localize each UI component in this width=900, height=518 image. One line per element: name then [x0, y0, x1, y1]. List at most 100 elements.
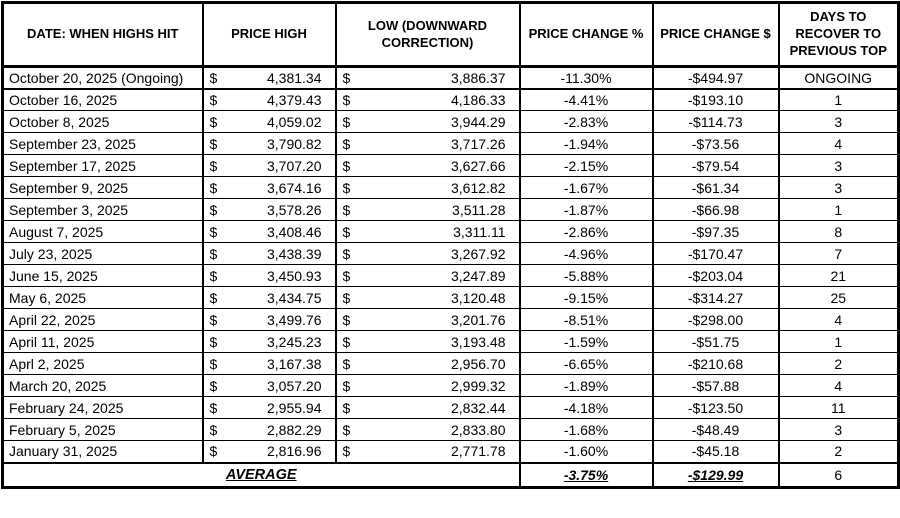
- change-pct-cell: -2.86%: [518, 220, 654, 243]
- table-row: August 7, 2025 $3,408.46 $3,311.11 -2.86% -$…: [1, 220, 900, 243]
- amount-value: 3,790.82: [267, 135, 322, 152]
- currency-symbol: $: [342, 377, 351, 394]
- change-pct-cell: -8.51%: [518, 308, 654, 331]
- currency-symbol: $: [209, 355, 218, 372]
- days-cell: 3: [777, 154, 900, 177]
- days-cell: 4: [777, 374, 900, 397]
- price-high-cell: $4,059.02: [201, 110, 337, 133]
- change-pct-cell: -9.15%: [518, 286, 654, 309]
- currency-symbol: $: [342, 333, 351, 350]
- days-cell: ONGOING: [777, 66, 900, 90]
- currency-symbol: $: [209, 179, 218, 196]
- currency-symbol: $: [342, 355, 351, 372]
- amount-value: 2,882.29: [267, 421, 322, 438]
- change-usd-cell: -$61.34: [651, 176, 780, 199]
- low-cell: $3,944.29: [334, 110, 521, 133]
- amount-value: 2,955.94: [267, 399, 322, 416]
- days-cell: 1: [777, 198, 900, 221]
- change-usd-cell: -$210.68: [651, 352, 780, 375]
- low-cell: $2,833.80: [334, 418, 521, 441]
- low-cell: $2,956.70: [334, 352, 521, 375]
- table-row: October 20, 2025 (Ongoing) $4,381.34 $3,88…: [1, 66, 900, 90]
- days-cell: 2: [777, 352, 900, 375]
- amount-value: 3,247.89: [451, 267, 506, 284]
- date-cell: September 9, 2025: [1, 176, 204, 199]
- change-pct-cell: -1.87%: [518, 198, 654, 221]
- table-row: October 16, 2025 $4,379.43 $4,186.33 -4.41%…: [1, 88, 900, 111]
- amount-value: 3,886.37: [451, 69, 506, 86]
- low-cell: $3,201.76: [334, 308, 521, 331]
- amount-value: 2,999.32: [451, 377, 506, 394]
- date-cell: July 23, 2025: [1, 242, 204, 265]
- change-pct-cell: -11.30%: [518, 66, 654, 90]
- currency-symbol: $: [342, 69, 351, 86]
- low-cell: $2,771.78: [334, 440, 521, 463]
- date-cell: September 23, 2025: [1, 132, 204, 155]
- low-cell: $2,999.32: [334, 374, 521, 397]
- amount-value: 2,833.80: [451, 421, 506, 438]
- amount-value: 3,438.39: [267, 245, 322, 262]
- change-usd-cell: -$73.56: [651, 132, 780, 155]
- currency-symbol: $: [342, 245, 351, 262]
- average-change-usd-cell: -$129.99: [651, 461, 780, 488]
- amount-value: 3,450.93: [267, 267, 322, 284]
- table-row: March 20, 2025 $3,057.20 $2,999.32 -1.89% -$…: [1, 374, 900, 397]
- change-usd-cell: -$79.54: [651, 154, 780, 177]
- price-high-cell: $4,379.43: [201, 88, 337, 111]
- date-cell: April 22, 2025: [1, 308, 204, 331]
- date-cell: Aprl 2, 2025: [1, 352, 204, 375]
- average-label-cell: AVERAGE: [1, 461, 521, 488]
- currency-symbol: $: [209, 245, 218, 262]
- change-usd-cell: -$314.27: [651, 286, 780, 309]
- average-label: AVERAGE: [225, 466, 297, 483]
- days-cell: 3: [777, 110, 900, 133]
- price-high-cell: $3,057.20: [201, 374, 337, 397]
- col-header-change-usd: PRICE CHANGE $: [651, 2, 780, 68]
- amount-value: 3,120.48: [451, 289, 506, 306]
- change-pct-cell: -2.83%: [518, 110, 654, 133]
- change-usd-cell: -$57.88: [651, 374, 780, 397]
- currency-symbol: $: [209, 399, 218, 416]
- date-cell: April 11, 2025: [1, 330, 204, 353]
- currency-symbol: $: [209, 113, 218, 130]
- low-cell: $3,511.28: [334, 198, 521, 221]
- low-cell: $3,247.89: [334, 264, 521, 287]
- days-cell: 8: [777, 220, 900, 243]
- table-row: October 8, 2025 $4,059.02 $3,944.29 -2.83% -…: [1, 110, 900, 133]
- price-high-cell: $3,245.23: [201, 330, 337, 353]
- table-footer: AVERAGE -3.75% -$129.99 6: [1, 461, 900, 488]
- price-high-cell: $3,674.16: [201, 176, 337, 199]
- days-cell: 1: [777, 88, 900, 111]
- currency-symbol: $: [342, 157, 351, 174]
- col-header-days: DAYS TO RECOVER TO PREVIOUS TOP: [777, 2, 900, 68]
- date-cell: March 20, 2025: [1, 374, 204, 397]
- days-cell: 2: [777, 440, 900, 463]
- amount-value: 3,707.20: [267, 157, 322, 174]
- price-high-cell: $2,816.96: [201, 440, 337, 463]
- amount-value: 4,059.02: [267, 113, 322, 130]
- days-cell: 1: [777, 330, 900, 353]
- currency-symbol: $: [209, 135, 218, 152]
- low-cell: $3,627.66: [334, 154, 521, 177]
- days-cell: 11: [777, 396, 900, 419]
- low-cell: $3,311.11: [334, 220, 521, 243]
- date-cell: October 16, 2025: [1, 88, 204, 111]
- table-row: February 24, 2025 $2,955.94 $2,832.44 -4.18…: [1, 396, 900, 419]
- currency-symbol: $: [342, 223, 351, 240]
- col-header-low: LOW (DOWNWARD CORRECTION): [334, 2, 521, 68]
- currency-symbol: $: [209, 377, 218, 394]
- price-high-cell: $3,167.38: [201, 352, 337, 375]
- amount-value: 2,832.44: [451, 399, 506, 416]
- change-pct-cell: -4.41%: [518, 88, 654, 111]
- table-row: June 15, 2025 $3,450.93 $3,247.89 -5.88% -$2…: [1, 264, 900, 287]
- amount-value: 3,944.29: [451, 113, 506, 130]
- amount-value: 3,627.66: [451, 157, 506, 174]
- amount-value: 2,956.70: [451, 355, 506, 372]
- low-cell: $3,886.37: [334, 66, 521, 90]
- currency-symbol: $: [342, 113, 351, 130]
- amount-value: 3,499.76: [267, 311, 322, 328]
- spreadsheet-area: DATE: WHEN HIGHS HIT PRICE HIGH LOW (DOW…: [1, 1, 900, 489]
- table-row: February 5, 2025 $2,882.29 $2,833.80 -1.68%…: [1, 418, 900, 441]
- price-high-cell: $2,882.29: [201, 418, 337, 441]
- table-row: January 31, 2025 $2,816.96 $2,771.78 -1.60%…: [1, 440, 900, 463]
